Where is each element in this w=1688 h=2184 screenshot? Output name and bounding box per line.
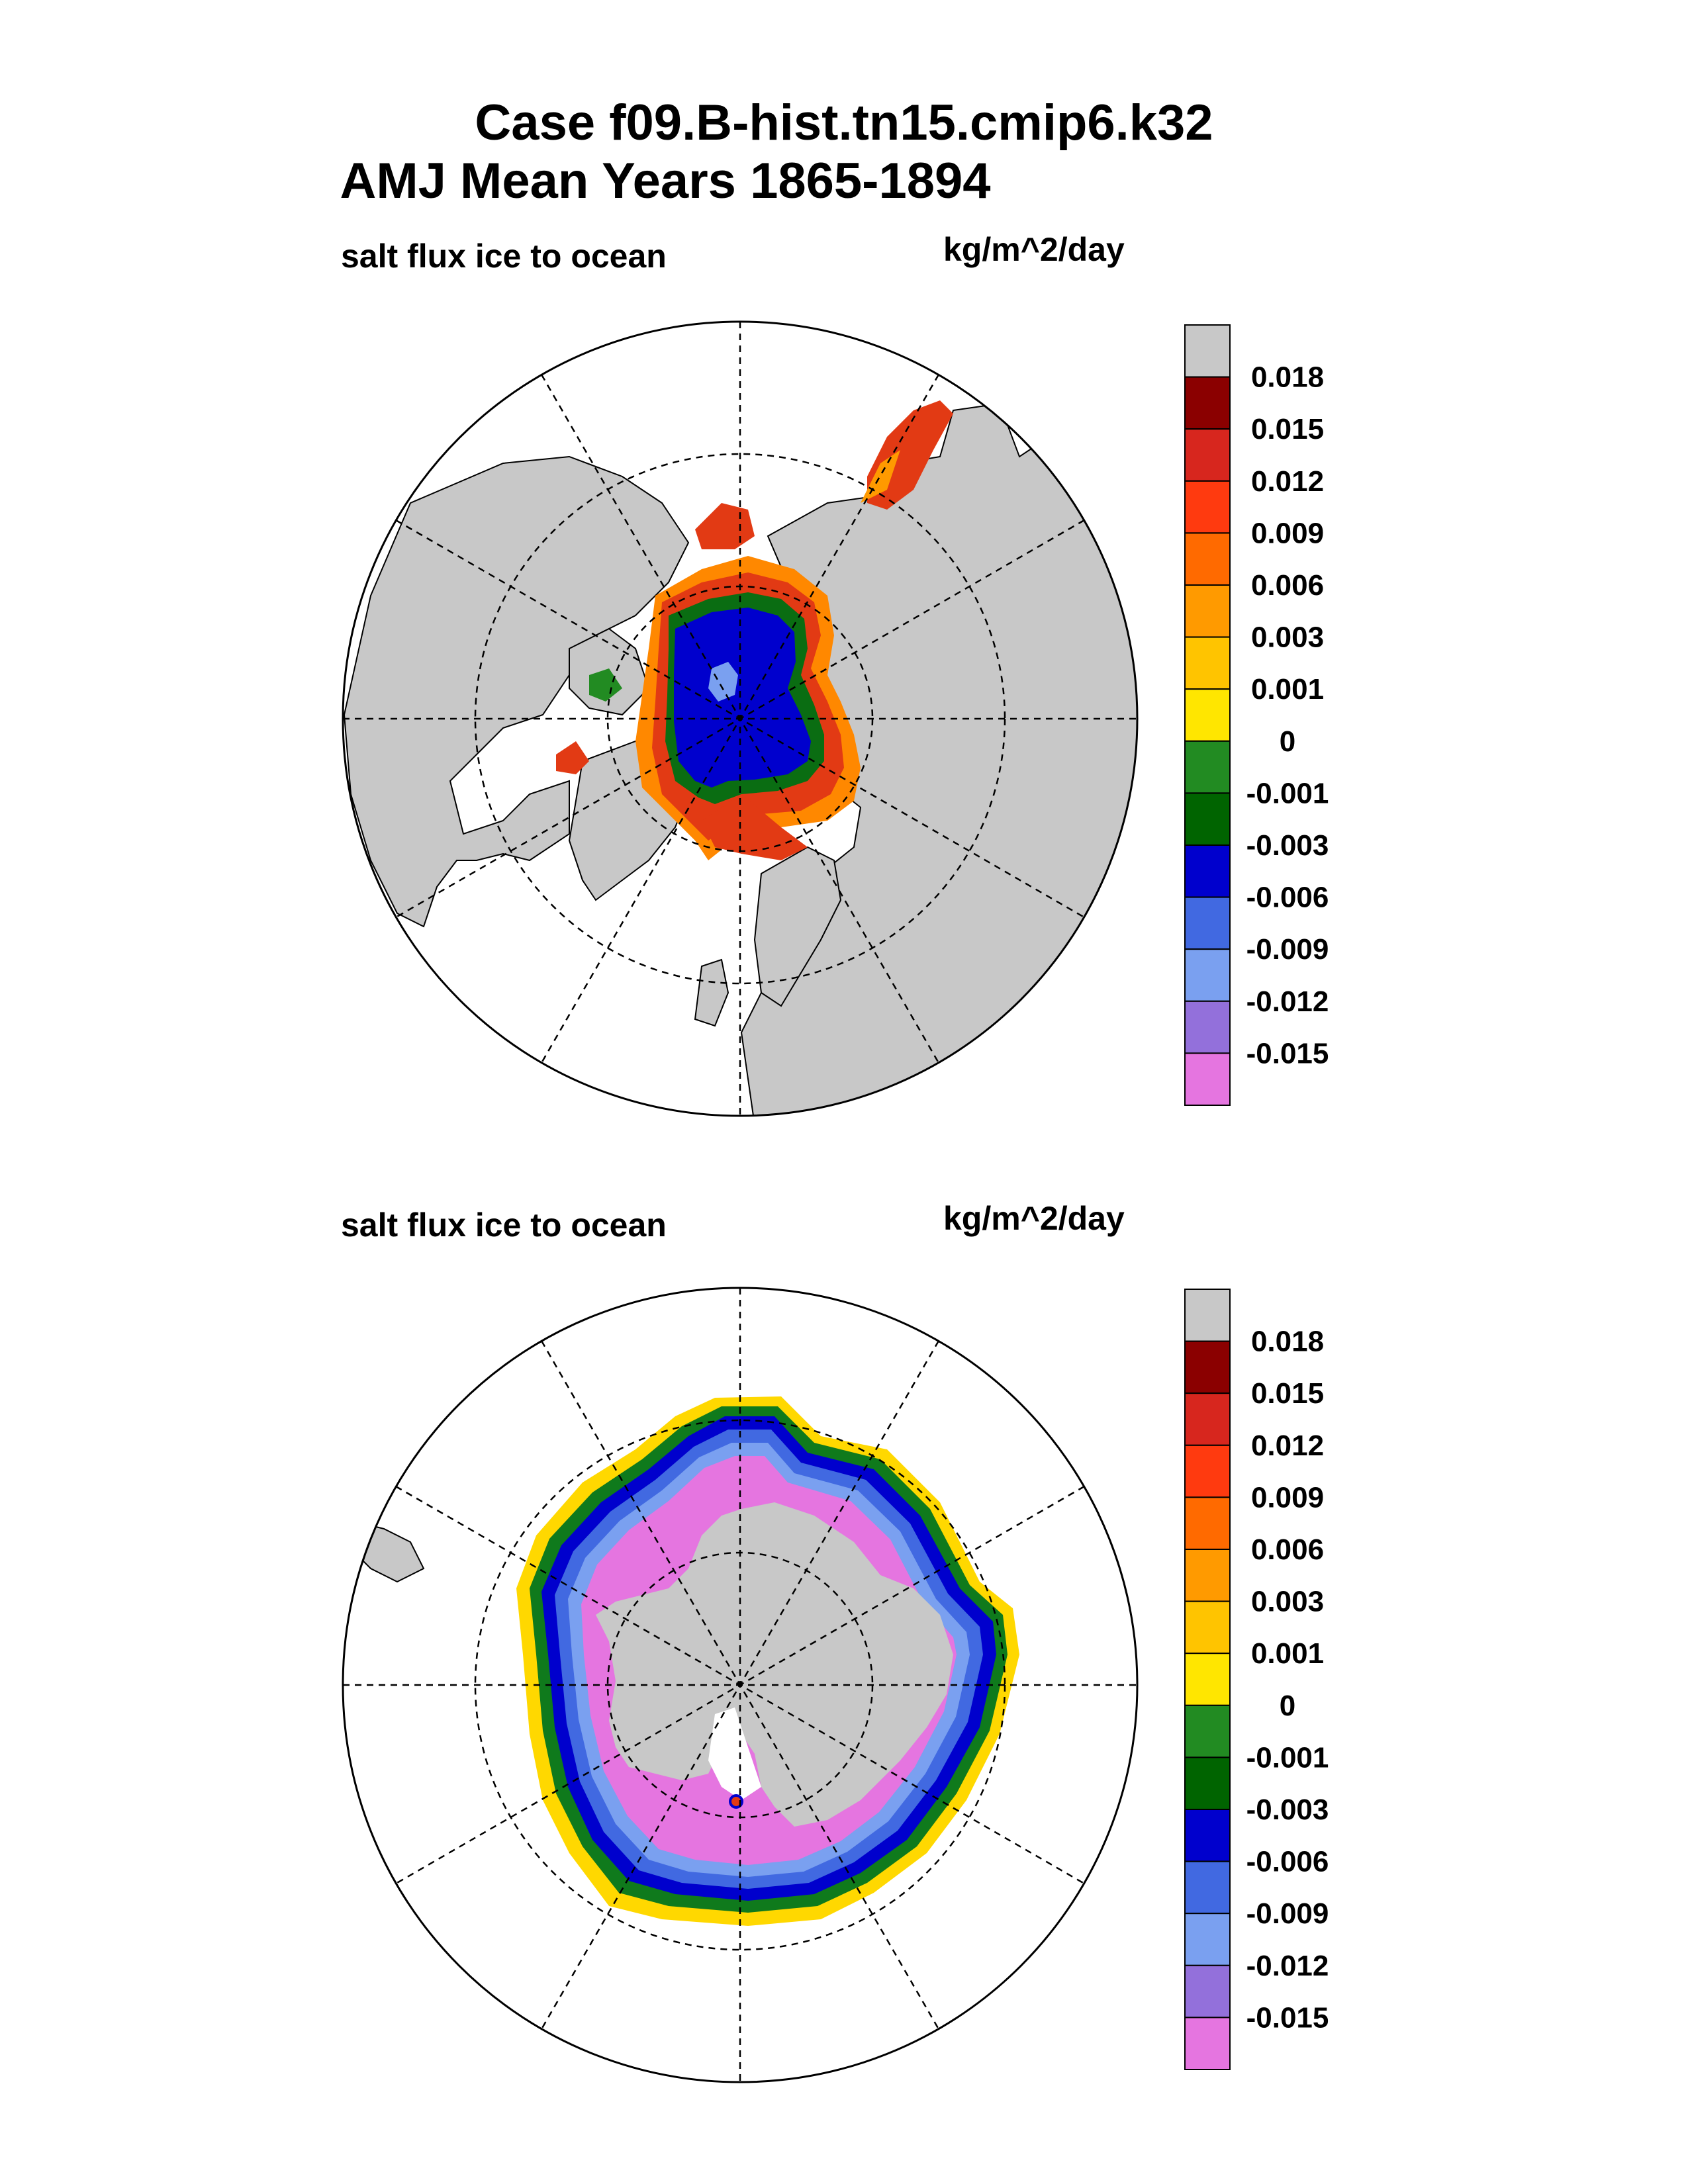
south-graticule [343,1288,1137,2082]
north-land-uk [694,958,729,1027]
north-colorbar-box [1184,324,1231,378]
north-flux-labrador-red [702,794,808,860]
south-colorbar-label: 0.018 [1251,1326,1324,1358]
south-colorbar-label: 0.012 [1251,1430,1324,1462]
south-colorbar-box [1184,1289,1231,1342]
north-colorbar-box [1184,376,1231,430]
north-colorbar-box [1184,948,1231,1002]
south-colorbar-box [1184,1653,1231,1706]
north-colorbar-label: 0.006 [1251,569,1324,602]
south-colorbar-label: 0.015 [1251,1377,1324,1410]
south-panel-variable: salt flux ice to ocean [341,1206,667,1244]
south-colorbar-box [1184,1392,1231,1446]
north-colorbar-box [1184,896,1231,950]
north-colorbar-label: 0.015 [1251,413,1324,445]
north-colorbar-label: -0.012 [1246,985,1329,1018]
south-colorbar-label: -0.009 [1246,1897,1329,1930]
south-flux-small-spot [729,1794,743,1809]
south-land-antarctica [596,1502,953,1827]
south-colorbar-box [1184,2017,1231,2070]
south-colorbar-label: -0.012 [1246,1950,1329,1982]
north-graticule [343,322,1137,1116]
north-salt-flux-field [556,400,953,860]
south-colorbar-box [1184,1964,1231,2019]
south-colorbar-label: 0.001 [1251,1637,1324,1670]
south-colorbar: 0.018 0.015 0.012 0.009 0.006 0.003 0.001 0 -0.0… [1184,1289,1329,2070]
north-flux-bering-orange [861,450,900,503]
north-colorbar-label: -0.001 [1246,777,1329,809]
north-colorbar-label: 0.003 [1251,621,1324,654]
south-colorbar-box [1184,1860,1231,1915]
north-land-scandinavia [753,846,842,1007]
south-colorbar-box [1184,1704,1231,1758]
south-map-border [342,1287,1139,2083]
north-colorbar-label: 0 [1280,725,1295,758]
figure-title-line1: Case f09.B-hist.tn15.cmip6.k32 [475,95,1213,151]
north-colorbar-label: -0.009 [1246,933,1329,966]
north-colorbar-label: 0.018 [1251,361,1324,394]
south-colorbar-box [1184,1913,1231,1966]
north-colorbar-box [1184,1000,1231,1054]
south-colorbar-label: -0.001 [1246,1741,1329,1774]
north-colorbar-label: -0.015 [1246,1037,1329,1069]
north-colorbar-label: -0.006 [1246,882,1329,914]
south-colorbar-label: 0 [1280,1690,1295,1722]
north-colorbar-label: 0.009 [1251,517,1324,549]
south-panel-units: kg/m^2/day [943,1200,1125,1237]
north-colorbar-box [1184,636,1231,690]
north-colorbar-box [1184,584,1231,638]
north-polar-map [342,320,1139,1117]
north-colorbar-box [1184,1052,1231,1107]
north-colorbar-box [1184,428,1231,482]
north-colorbar-box [1184,740,1231,794]
south-colorbar-label: 0.003 [1251,1586,1324,1618]
north-colorbar-box [1184,792,1231,846]
south-colorbar-label: 0.009 [1251,1481,1324,1514]
north-colorbar-box [1184,844,1231,898]
north-panel-units: kg/m^2/day [943,231,1125,268]
south-polar-map [342,1287,1139,2083]
north-colorbar-label: -0.003 [1246,829,1329,862]
north-flux-hudson-red [556,741,589,774]
figure-title-line2: AMJ Mean Years 1865-1894 [340,153,991,209]
south-colorbar-box [1184,1756,1231,1810]
south-colorbar-box [1184,1496,1231,1550]
south-colorbar-box [1184,1600,1231,1655]
north-colorbar-label: 0.012 [1251,465,1324,498]
south-colorbar-box [1184,1444,1231,1498]
south-flux-ross-ice [708,1707,761,1800]
north-colorbar-box [1184,532,1231,586]
north-map-border [342,320,1139,1117]
south-salt-flux-field [516,1396,1019,1926]
north-colorbar-box [1184,480,1231,534]
north-colorbar: 0.018 0.015 0.012 0.009 0.006 0.003 0.001 0 -0.0… [1184,324,1329,1107]
south-colorbar-label: -0.003 [1246,1794,1329,1826]
north-colorbar-label: 0.001 [1251,673,1324,705]
south-colorbar-label: 0.006 [1251,1533,1324,1566]
south-colorbar-label: -0.006 [1246,1846,1329,1878]
south-colorbar-box [1184,1340,1231,1394]
north-panel-variable: salt flux ice to ocean [341,238,667,275]
south-colorbar-label: -0.015 [1246,2001,1329,2034]
south-colorbar-box [1184,1549,1231,1602]
south-colorbar-box [1184,1809,1231,1862]
north-land-america [343,455,690,928]
north-colorbar-box [1184,688,1231,742]
north-flux-light-blue-patch [708,662,738,702]
north-flux-blue-core [674,608,811,788]
